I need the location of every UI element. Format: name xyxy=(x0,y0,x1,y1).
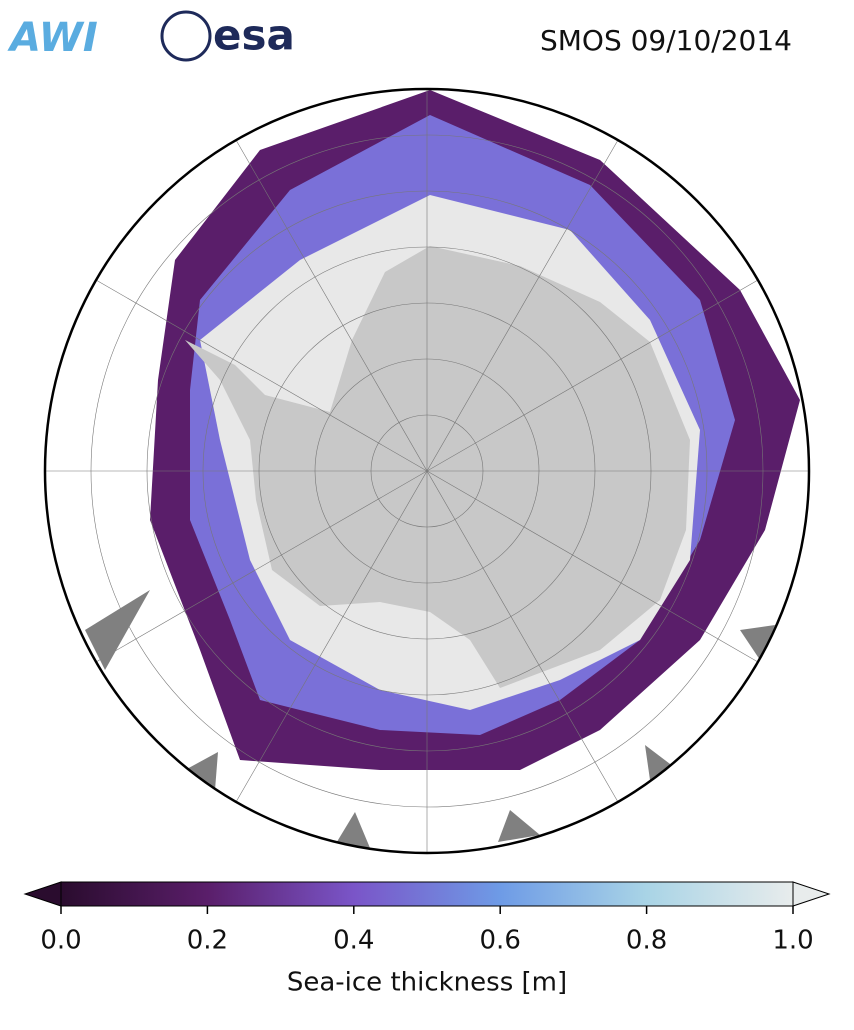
land-patch xyxy=(185,752,218,790)
colorbar-tick-label: 1.0 xyxy=(772,926,813,956)
map-border xyxy=(43,87,811,855)
antarctica xyxy=(185,246,690,688)
colorbar-extend-max xyxy=(792,881,831,907)
colorbar-tick-label: 0.6 xyxy=(480,926,521,956)
map xyxy=(45,89,809,853)
awi-logo: AWI xyxy=(7,15,98,61)
land-patch xyxy=(740,625,775,660)
land-patch xyxy=(85,590,150,670)
land-patch xyxy=(335,812,370,848)
colorbar xyxy=(60,881,794,907)
colorbar-tick-label: 0.8 xyxy=(626,926,667,956)
colorbar-tick-label: 0.2 xyxy=(187,926,228,956)
land-patch xyxy=(498,810,540,842)
colorbar-label: Sea-ice thickness [m] xyxy=(287,968,567,998)
title: SMOS 09/10/2014 xyxy=(540,24,792,57)
graticule xyxy=(45,89,809,853)
colorbar-extend-min xyxy=(23,881,62,907)
esa-logo: esa xyxy=(213,11,295,60)
colorbar-tick-label: 0.0 xyxy=(40,926,81,956)
esa-logo-mark xyxy=(160,10,212,62)
colorbar-tick-label: 0.4 xyxy=(333,926,374,956)
